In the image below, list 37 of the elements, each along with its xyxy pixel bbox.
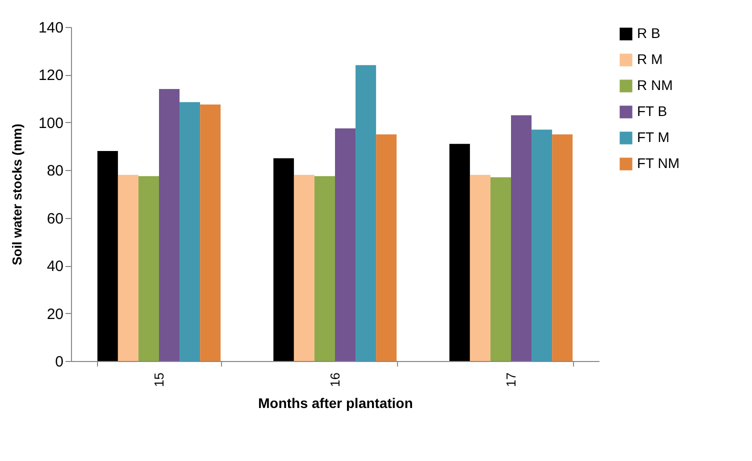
legend-label: R M xyxy=(637,51,663,67)
bar xyxy=(335,128,356,361)
y-tick-label: 100 xyxy=(38,114,64,132)
y-tick-label: 80 xyxy=(46,162,64,180)
bar xyxy=(356,65,376,361)
y-tick-label: 60 xyxy=(46,210,64,228)
x-tick-label: 15 xyxy=(152,372,166,387)
bar xyxy=(552,134,573,361)
bar xyxy=(180,102,200,361)
bar xyxy=(200,104,221,361)
bar xyxy=(294,174,314,361)
bar xyxy=(273,158,294,361)
bar xyxy=(532,130,552,361)
x-tick-label: 16 xyxy=(328,372,342,387)
bar xyxy=(97,151,118,361)
legend-label: R NM xyxy=(637,77,673,93)
bar xyxy=(511,115,532,361)
bar xyxy=(490,177,511,361)
y-tick-label: 120 xyxy=(38,67,64,84)
legend-label: FT B xyxy=(637,103,668,119)
x-tick-label: 17 xyxy=(504,372,518,387)
bar xyxy=(449,144,470,361)
bar xyxy=(314,176,335,361)
bar xyxy=(470,174,490,361)
legend-label: FT M xyxy=(637,129,670,145)
bar xyxy=(376,134,397,361)
y-tick-label: 40 xyxy=(46,258,64,276)
bar xyxy=(138,176,159,361)
y-axis-title: Soil water stocks (mm) xyxy=(9,124,24,266)
legend-label: R B xyxy=(637,25,660,41)
y-tick-label: 20 xyxy=(46,306,64,323)
y-tick-label: 140 xyxy=(38,20,64,36)
x-axis-title: Months after plantation xyxy=(258,394,413,411)
legend-label: FT NM xyxy=(637,155,680,171)
y-tick-label: 0 xyxy=(55,354,64,370)
bar xyxy=(118,174,138,361)
bar xyxy=(159,89,180,361)
